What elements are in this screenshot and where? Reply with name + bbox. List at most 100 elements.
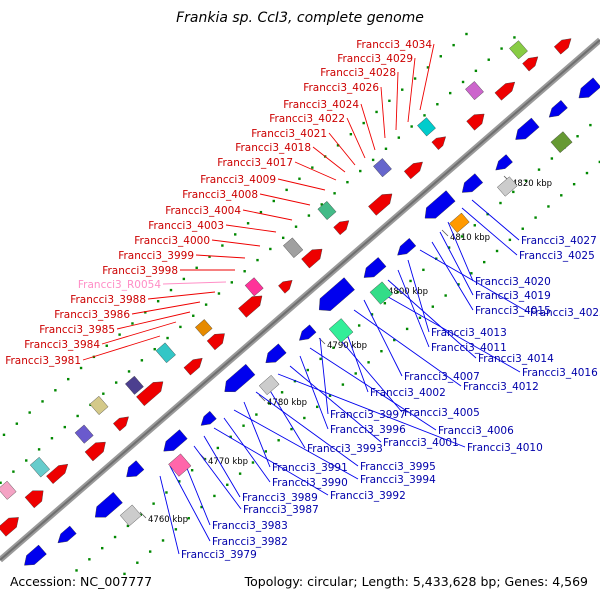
gene-label-francci3-4024[interactable]: Francci3_4024	[283, 99, 359, 111]
reverse-gene-arrow[interactable]	[363, 257, 387, 278]
forward-gene-arrow[interactable]	[494, 81, 516, 101]
gene-feature-block[interactable]	[29, 456, 50, 478]
gene-feature-block[interactable]	[283, 237, 304, 258]
reverse-gene-arrow[interactable]	[397, 238, 417, 256]
gene-label-francci3-3993[interactable]: Francci3_3993	[307, 443, 383, 455]
reverse-gene-arrow[interactable]	[515, 117, 540, 140]
reverse-gene-arrow[interactable]	[318, 277, 355, 311]
gene-label-francci3-4012[interactable]: Francci3_4012	[463, 381, 539, 393]
gene-label-francci3-3989[interactable]: Francci3_3989	[242, 492, 318, 504]
gene-label-francci3-3986[interactable]: Francci3_3986	[54, 309, 130, 321]
gene-feature-block[interactable]	[168, 453, 192, 477]
reverse-gene-arrow[interactable]	[163, 429, 188, 452]
reverse-gene-arrow[interactable]	[424, 190, 456, 219]
forward-gene-arrow[interactable]	[0, 517, 19, 537]
gene-label-francci3-4010[interactable]: Francci3_4010	[467, 442, 543, 454]
forward-gene-arrow[interactable]	[466, 113, 485, 131]
reverse-gene-arrow[interactable]	[578, 77, 600, 99]
gene-label-francci3-3991[interactable]: Francci3_3991	[272, 462, 348, 474]
gene-label-francci3-3996[interactable]: Francci3_3996	[330, 424, 406, 436]
reverse-gene-arrow[interactable]	[24, 544, 47, 566]
forward-gene-arrow[interactable]	[278, 280, 293, 294]
reverse-gene-arrow[interactable]	[200, 410, 217, 426]
gene-label-francci3-4004[interactable]: Francci3_4004	[165, 205, 241, 217]
gene-feature-block[interactable]	[465, 81, 484, 101]
reverse-gene-arrow[interactable]	[461, 173, 484, 193]
reverse-gene-arrow[interactable]	[548, 100, 568, 118]
gene-feature-block[interactable]	[373, 158, 392, 178]
gene-label-francci3-4009[interactable]: Francci3_4009	[200, 174, 276, 186]
gene-label-francci3-3998[interactable]: Francci3_3998	[102, 265, 178, 277]
forward-gene-labels[interactable]: Francci3_4034 Francci3_4029 Francci3_4028 F…	[5, 39, 432, 367]
forward-gene-arrow[interactable]	[403, 161, 423, 180]
gene-label-francci3-4023[interactable]: Francci3_4023	[530, 307, 600, 319]
gene-label-francci3-3982[interactable]: Francci3_3982	[212, 536, 288, 548]
gene-feature-block[interactable]	[89, 395, 109, 415]
forward-gene-arrow[interactable]	[206, 333, 225, 351]
gene-label-francci3-3992[interactable]: Francci3_3992	[330, 490, 406, 502]
gene-label-francci3-4034[interactable]: Francci3_4034	[356, 39, 432, 51]
forward-gene-arrow[interactable]	[238, 295, 263, 318]
gene-label-francci3-3994[interactable]: Francci3_3994	[360, 474, 436, 486]
gene-feature-block[interactable]	[417, 117, 436, 137]
gene-label-francci3-4029[interactable]: Francci3_4029	[337, 53, 413, 65]
gene-label-francci3-4011[interactable]: Francci3_4011	[431, 342, 507, 354]
forward-gene-arrow[interactable]	[183, 357, 203, 376]
gene-label-francci3-4001[interactable]: Francci3_4001	[383, 437, 459, 449]
forward-gene-arrow[interactable]	[24, 490, 44, 509]
gene-label-francci3-4016[interactable]: Francci3_4016	[522, 367, 598, 379]
gene-label-francci3-3988[interactable]: Francci3_3988	[70, 294, 146, 306]
gene-label-francci3-3990[interactable]: Francci3_3990	[272, 477, 348, 489]
gene-label-francci3-4013[interactable]: Francci3_4013	[431, 327, 507, 339]
reverse-gene-arrow[interactable]	[224, 363, 256, 393]
gene-feature-block[interactable]	[119, 504, 142, 527]
gene-label-francci3-3997[interactable]: Francci3_3997	[330, 409, 406, 421]
gene-feature-block[interactable]	[497, 176, 518, 197]
gene-label-francci3-4026[interactable]: Francci3_4026	[303, 82, 379, 94]
gene-feature-block[interactable]	[509, 40, 528, 60]
gene-label-francci3-3981[interactable]: Francci3_3981	[5, 355, 81, 367]
gene-label-francci3-3999[interactable]: Francci3_3999	[118, 250, 194, 262]
gene-label-francci3-4003[interactable]: Francci3_4003	[148, 220, 224, 232]
forward-gene-arrow[interactable]	[333, 220, 350, 236]
gene-label-francci3-4000[interactable]: Francci3_4000	[134, 235, 210, 247]
forward-gene-arrow[interactable]	[368, 193, 393, 216]
gene-feature-block[interactable]	[369, 281, 393, 305]
gene-label-francci3-4021[interactable]: Francci3_4021	[251, 128, 327, 140]
gene-label-francci3-3979[interactable]: Francci3_3979	[181, 549, 257, 561]
gene-feature-block[interactable]	[74, 424, 94, 444]
gene-label-francci3-4007[interactable]: Francci3_4007	[404, 371, 480, 383]
gene-label-francci3-4015[interactable]: Francci3_4015	[475, 305, 551, 317]
forward-gene-arrow[interactable]	[522, 56, 539, 72]
reverse-gene-arrow[interactable]	[94, 491, 123, 518]
reverse-gene-arrow[interactable]	[126, 460, 145, 478]
gene-label-francci3-4018[interactable]: Francci3_4018	[235, 142, 311, 154]
gene-feature-block[interactable]	[244, 277, 264, 297]
reverse-gene-labels[interactable]: Francci3_4027 Francci3_4025 Francci3_4020 F…	[181, 235, 600, 561]
gene-label-francci3-4019[interactable]: Francci3_4019	[475, 290, 551, 302]
gene-feature-block[interactable]	[195, 319, 213, 337]
gene-label-francci3-4008[interactable]: Francci3_4008	[182, 189, 258, 201]
reverse-gene-arrow[interactable]	[57, 525, 77, 544]
gene-feature-block[interactable]	[328, 318, 354, 343]
gene-label-francci3-4027[interactable]: Francci3_4027	[521, 235, 597, 247]
gene-label-francci3-4028[interactable]: Francci3_4028	[320, 67, 396, 79]
gene-feature-block[interactable]	[317, 201, 337, 220]
gene-label-francci3-3983[interactable]: Francci3_3983	[212, 520, 288, 532]
gene-feature-block[interactable]	[258, 374, 280, 396]
gene-label-francci3-4020[interactable]: Francci3_4020	[475, 276, 551, 288]
gene-label-francci3-4017[interactable]: Francci3_4017	[217, 157, 293, 169]
gene-label-francci3-4014[interactable]: Francci3_4014	[478, 353, 554, 365]
gene-label-francci3-r0054[interactable]: Francci3_R0054	[78, 279, 161, 291]
forward-gene-arrow[interactable]	[431, 136, 446, 150]
gene-label-francci3-4022[interactable]: Francci3_4022	[269, 113, 345, 125]
forward-gene-arrow[interactable]	[113, 416, 129, 432]
forward-gene-arrow[interactable]	[301, 248, 323, 269]
forward-gene-arrow[interactable]	[46, 463, 69, 484]
reverse-gene-arrow[interactable]	[299, 324, 317, 341]
gene-label-francci3-4002[interactable]: Francci3_4002	[370, 387, 446, 399]
gene-feature-block[interactable]	[0, 480, 17, 500]
forward-gene-arrow[interactable]	[136, 381, 164, 407]
gene-label-francci3-3995[interactable]: Francci3_3995	[360, 461, 436, 473]
gene-label-francci3-3985[interactable]: Francci3_3985	[39, 324, 115, 336]
